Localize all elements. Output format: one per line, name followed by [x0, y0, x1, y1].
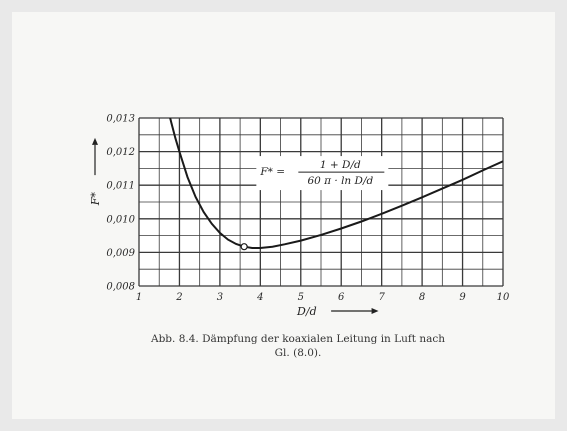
y-axis-arrow-head — [92, 137, 98, 145]
x-tick-label: 4 — [256, 292, 263, 303]
y-tick-label: 0,009 — [106, 248, 135, 259]
x-tick-label: 7 — [378, 292, 385, 303]
formula-background — [256, 156, 389, 191]
formula-lhs: F* = — [259, 166, 285, 178]
formula-numerator: 1 + D/d — [320, 159, 361, 171]
data-curves — [169, 118, 503, 251]
y-tick-label: 0,011 — [106, 181, 135, 192]
x-tick-label: 3 — [217, 292, 223, 303]
caption-line-1: Abb. 8.4. Dämpfung der koaxialen Leitung… — [151, 333, 445, 345]
y-tick-label: 0,012 — [106, 147, 135, 158]
x-axis-arrow-head — [371, 308, 379, 314]
x-tick-label: 5 — [298, 292, 304, 303]
x-tick-label: 6 — [338, 292, 345, 303]
axis-labels: D/d F* — [89, 137, 379, 318]
y-tick-label: 0,010 — [106, 214, 135, 225]
minimum-point-marker — [240, 243, 248, 251]
y-tick-label: 0,013 — [106, 114, 135, 125]
y-axis-label: F* — [89, 192, 102, 207]
formula-annotation: F* = 1 + D/d 60 π · ln D/d — [256, 156, 389, 191]
x-axis-label: D/d — [296, 305, 317, 318]
figure-caption: Abb. 8.4. Dämpfung der koaxialen Leitung… — [78, 332, 518, 360]
x-tick-label: 8 — [419, 292, 425, 303]
x-tick-label: 9 — [459, 292, 466, 303]
x-tick-label: 1 — [136, 292, 142, 303]
x-tick-label: 2 — [175, 292, 182, 303]
x-tick-label: 10 — [497, 292, 510, 303]
formula-denominator: 60 π · ln D/d — [307, 175, 373, 187]
attenuation-chart: 1 2 3 4 5 6 7 8 9 10 0,008 0,009 0,010 0,011 0,012 0,01… — [89, 114, 510, 319]
attenuation-curve — [169, 118, 503, 249]
grid — [138, 117, 504, 287]
caption-line-2: Gl. (8.0). — [274, 347, 322, 359]
book-page: 1 2 3 4 5 6 7 8 9 10 0,008 0,009 0,010 0,011 0,012 0,01… — [12, 12, 555, 419]
y-tick-label: 0,008 — [106, 282, 135, 293]
tick-labels: 1 2 3 4 5 6 7 8 9 10 0,008 0,009 0,010 0,011 0,012 0,01… — [106, 114, 510, 304]
